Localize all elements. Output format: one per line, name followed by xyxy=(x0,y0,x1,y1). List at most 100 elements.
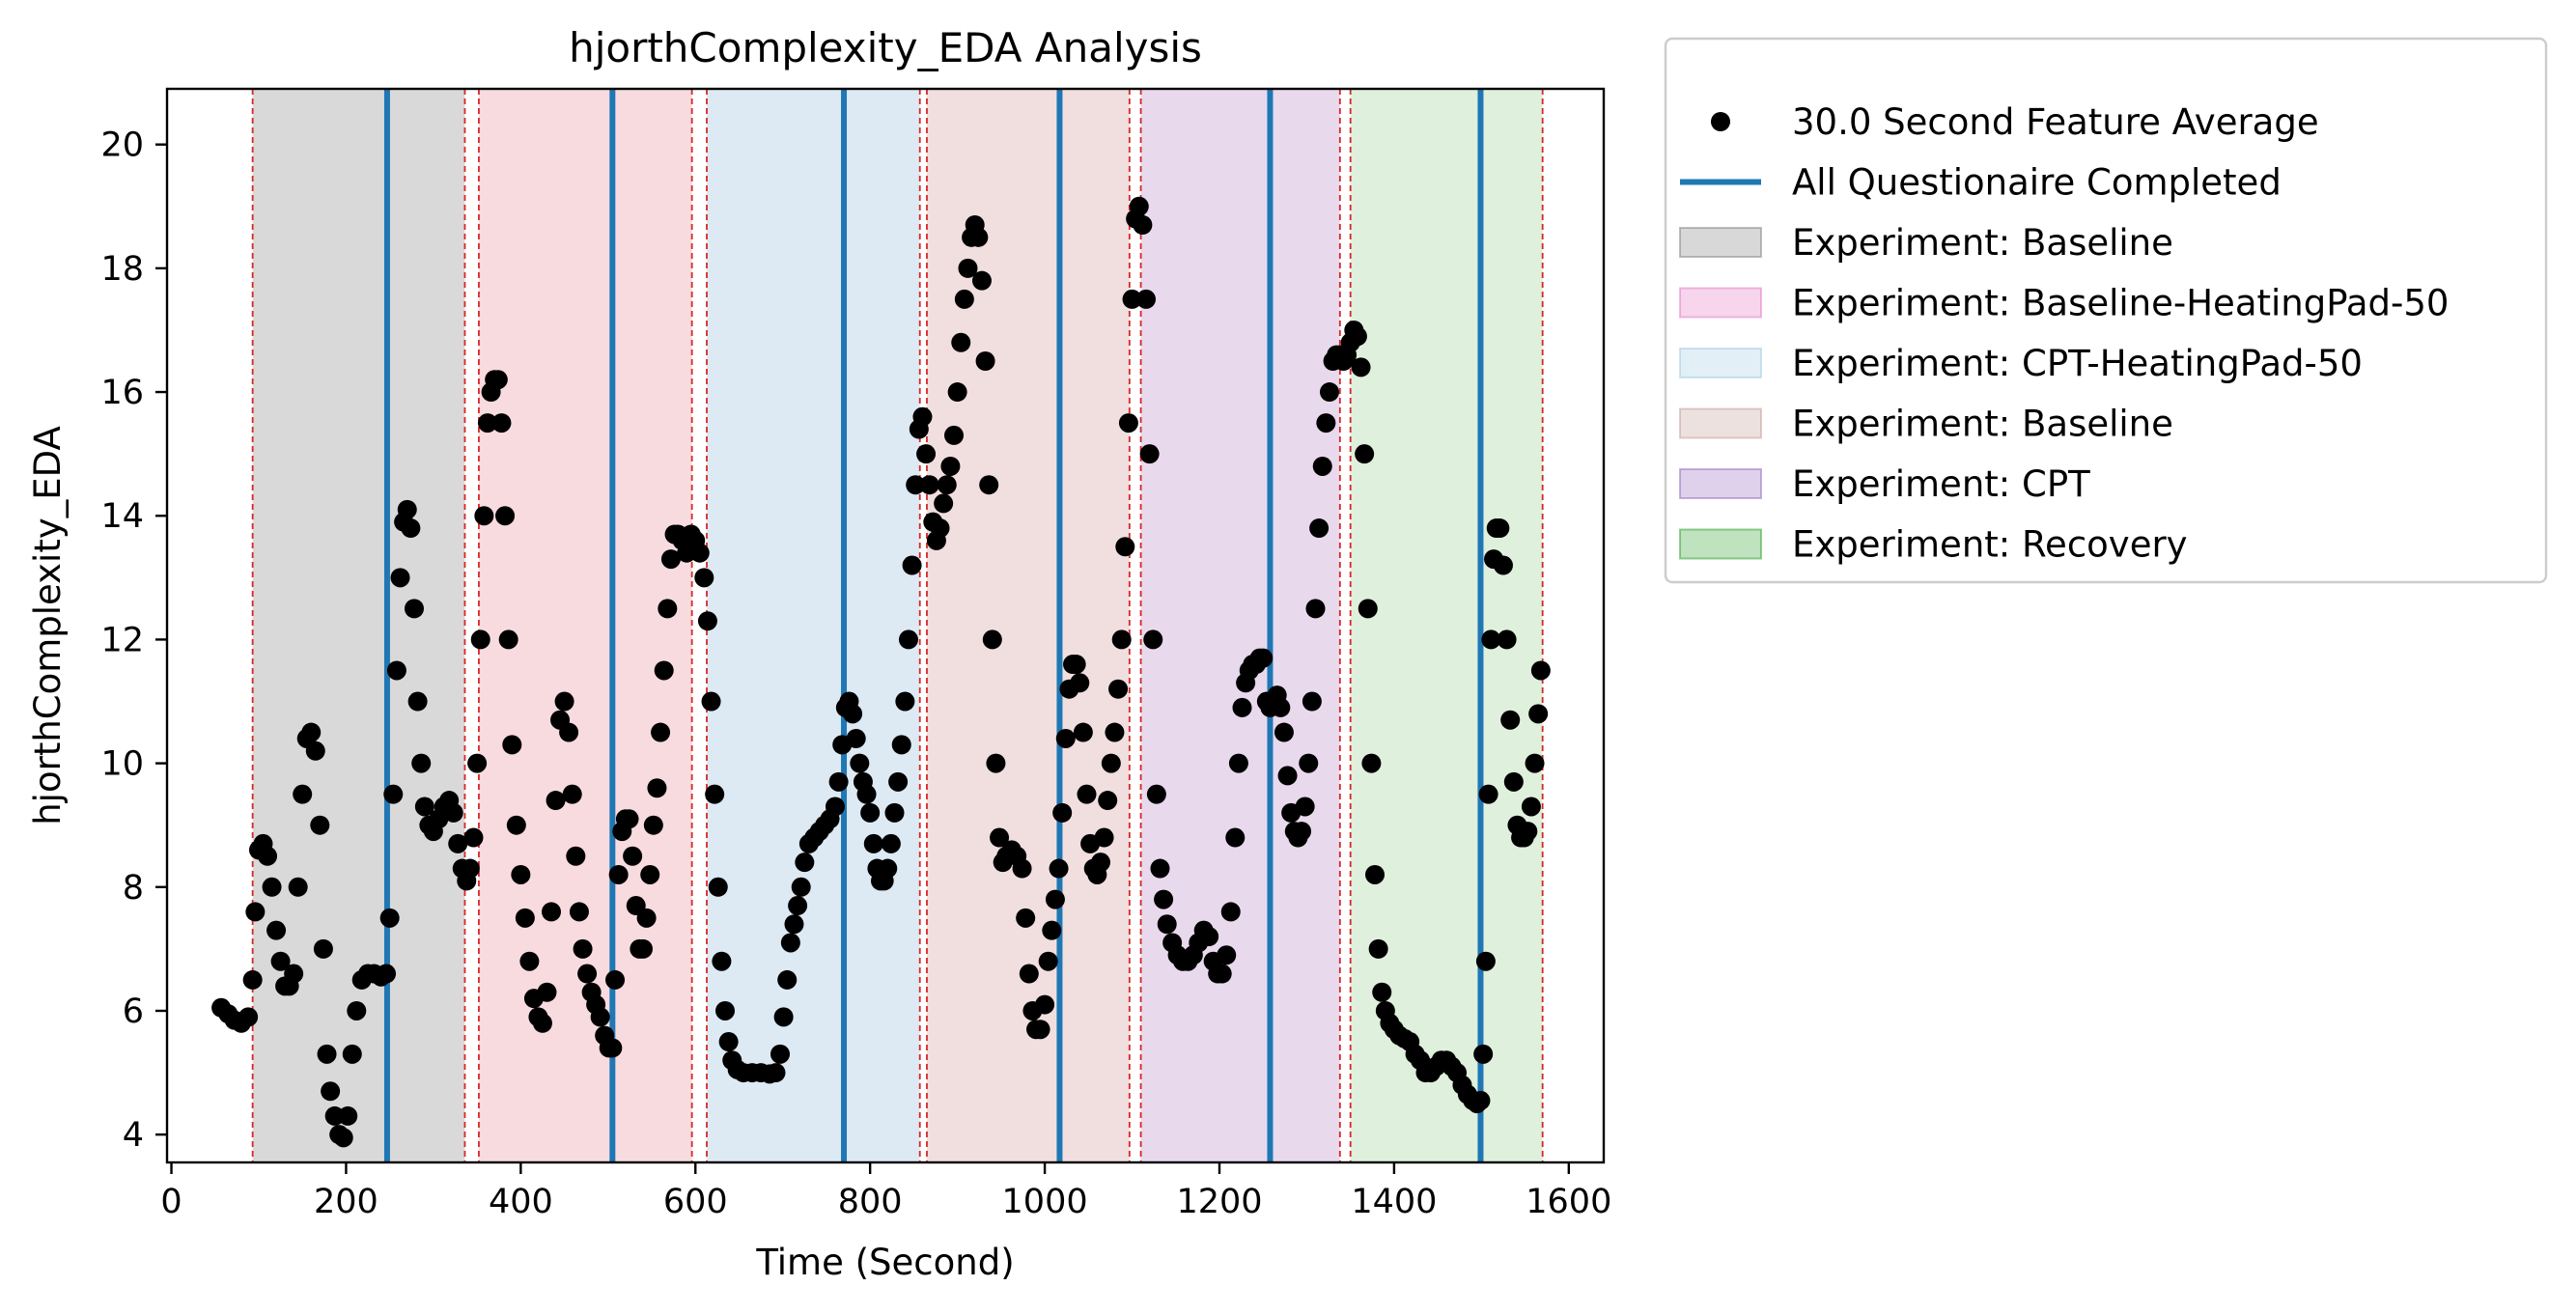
data-point-0-133 xyxy=(773,1007,794,1027)
data-point-0-58 xyxy=(467,753,488,773)
data-point-0-221 xyxy=(1098,791,1118,811)
data-point-0-156 xyxy=(863,833,883,853)
data-point-0-213 xyxy=(1070,673,1090,693)
data-point-0-22 xyxy=(313,938,333,959)
data-point-0-84 xyxy=(569,902,589,922)
data-point-0-277 xyxy=(1312,456,1332,476)
data-point-0-199 xyxy=(1019,964,1039,984)
data-point-0-170 xyxy=(912,406,933,427)
data-point-0-4 xyxy=(238,1007,259,1027)
data-point-0-52 xyxy=(443,802,463,823)
data-point-0-183 xyxy=(958,258,978,278)
legend-swatch-4 xyxy=(1679,348,1762,378)
data-point-0-162 xyxy=(884,802,905,823)
data-point-0-134 xyxy=(777,969,798,990)
data-point-0-24 xyxy=(321,1081,341,1102)
data-point-0-78 xyxy=(546,791,566,811)
data-point-0-16 xyxy=(288,877,308,897)
x-tick-label-1: 200 xyxy=(314,1183,378,1221)
data-point-0-80 xyxy=(554,691,574,712)
data-point-0-208 xyxy=(1052,802,1073,823)
data-point-0-86 xyxy=(577,964,598,984)
data-point-0-123 xyxy=(715,1000,736,1020)
data-point-0-103 xyxy=(640,864,660,884)
data-point-0-109 xyxy=(660,549,681,570)
data-point-0-265 xyxy=(1271,697,1291,717)
data-point-0-75 xyxy=(532,1013,552,1033)
data-point-0-164 xyxy=(891,735,911,755)
data-point-0-332 xyxy=(1528,704,1549,724)
data-point-0-160 xyxy=(878,858,898,879)
data-point-0-105 xyxy=(647,778,667,798)
data-point-0-137 xyxy=(788,896,808,916)
legend-swatch-7 xyxy=(1679,528,1762,560)
data-point-0-36 xyxy=(379,908,400,928)
data-point-0-20 xyxy=(305,741,325,761)
data-point-0-67 xyxy=(498,629,518,650)
data-point-0-135 xyxy=(780,933,800,953)
data-point-0-238 xyxy=(1157,914,1177,935)
data-point-0-316 xyxy=(1475,951,1496,971)
data-point-0-152 xyxy=(850,753,870,773)
data-point-0-206 xyxy=(1045,889,1065,909)
data-point-0-138 xyxy=(791,877,811,897)
data-point-0-188 xyxy=(975,351,995,372)
data-point-0-101 xyxy=(632,938,653,959)
y-tick-label-4: 12 xyxy=(100,621,144,659)
data-point-0-251 xyxy=(1220,902,1241,922)
data-point-0-28 xyxy=(338,1105,358,1126)
data-point-0-214 xyxy=(1073,722,1093,742)
data-point-0-15 xyxy=(284,964,304,984)
data-point-0-165 xyxy=(895,691,915,712)
x-tick-label-4: 800 xyxy=(838,1183,903,1221)
legend-swatch-2 xyxy=(1679,227,1762,258)
data-point-0-145 xyxy=(825,797,845,817)
data-point-0-329 xyxy=(1518,822,1538,842)
data-point-0-172 xyxy=(919,475,939,495)
data-point-0-275 xyxy=(1305,599,1326,619)
data-point-0-231 xyxy=(1133,215,1153,236)
data-point-0-9 xyxy=(258,846,278,866)
data-point-0-178 xyxy=(940,456,961,476)
x-tick-label-2: 400 xyxy=(489,1183,553,1221)
legend: 30.0 Second Feature Average All Questiona… xyxy=(1664,37,2548,584)
data-point-0-77 xyxy=(542,902,562,922)
data-point-0-146 xyxy=(828,771,849,792)
data-point-0-81 xyxy=(559,722,579,742)
data-point-0-234 xyxy=(1143,629,1163,650)
data-point-0-71 xyxy=(515,908,535,928)
data-point-0-273 xyxy=(1299,753,1319,773)
data-point-0-187 xyxy=(971,270,992,291)
data-point-0-57 xyxy=(463,827,484,848)
data-point-0-198 xyxy=(1016,908,1036,928)
data-point-0-228 xyxy=(1122,289,1142,309)
data-point-0-66 xyxy=(495,506,516,526)
data-point-0-186 xyxy=(968,227,989,247)
data-point-0-287 xyxy=(1347,326,1367,347)
y-tick-label-2: 8 xyxy=(123,869,144,908)
data-point-0-266 xyxy=(1274,722,1294,742)
data-point-0-92 xyxy=(602,1038,623,1058)
data-point-0-212 xyxy=(1066,655,1086,675)
data-point-0-38 xyxy=(386,660,406,681)
data-point-0-317 xyxy=(1478,784,1498,804)
data-point-0-70 xyxy=(511,864,531,884)
data-point-0-289 xyxy=(1355,444,1375,464)
data-point-0-225 xyxy=(1111,629,1132,650)
y-axis-label: hjorthComplexity_EDA xyxy=(27,426,69,825)
data-point-0-65 xyxy=(491,413,512,433)
data-point-0-189 xyxy=(979,475,999,495)
data-point-0-203 xyxy=(1035,994,1055,1015)
data-point-0-30 xyxy=(347,1000,367,1020)
data-point-0-190 xyxy=(982,629,1002,650)
data-point-0-222 xyxy=(1101,753,1121,773)
plot-frame xyxy=(165,87,1606,1164)
data-point-0-318 xyxy=(1481,629,1501,650)
data-point-0-42 xyxy=(401,518,421,539)
data-point-0-23 xyxy=(317,1044,337,1064)
data-point-0-324 xyxy=(1500,710,1521,730)
data-point-0-76 xyxy=(537,982,557,1002)
data-point-0-168 xyxy=(906,475,926,495)
data-point-0-290 xyxy=(1358,599,1378,619)
data-point-0-116 xyxy=(689,543,710,563)
